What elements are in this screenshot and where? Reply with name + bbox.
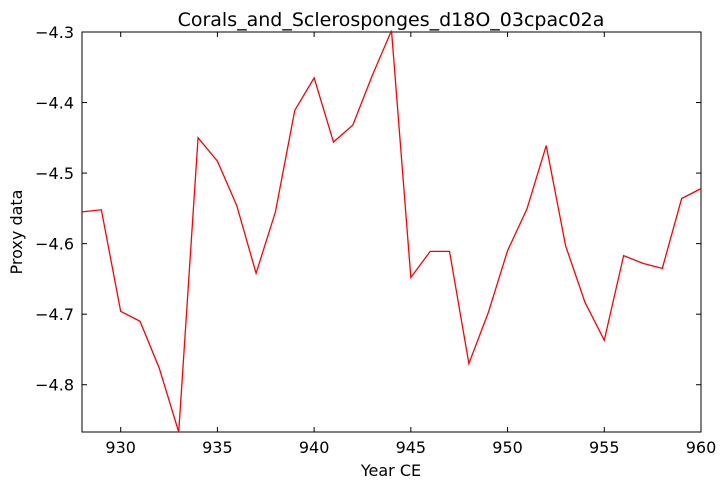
series-layer [81, 30, 702, 433]
y-tick-label: −4.8 [35, 376, 74, 395]
x-tick-label: 940 [299, 438, 330, 457]
x-tick-label: 955 [589, 438, 620, 457]
x-tick-label: 945 [396, 438, 427, 457]
y-tick-label: −4.5 [35, 164, 74, 183]
x-tick-label: 960 [686, 438, 717, 457]
y-tick-label: −4.4 [35, 94, 74, 113]
plot-area [81, 31, 702, 433]
x-axis-label: Year CE [360, 461, 421, 480]
y-axis-label: Proxy data [7, 190, 26, 275]
x-tick-label: 950 [492, 438, 523, 457]
x-tick-label: 930 [105, 438, 136, 457]
x-axis: 930 935 940 945 950 955 960 [105, 32, 716, 457]
x-tick-label: 935 [202, 438, 233, 457]
series-line [81, 30, 702, 433]
y-tick-label: −4.7 [35, 305, 74, 324]
chart-title: Corals_and_Sclerosponges_d18O_03cpac02a [178, 9, 605, 31]
y-tick-label: −4.3 [35, 23, 74, 42]
y-axis: −4.3 −4.4 −4.5 −4.6 −4.7 −4.8 [35, 23, 701, 395]
y-tick-label: −4.6 [35, 235, 74, 254]
